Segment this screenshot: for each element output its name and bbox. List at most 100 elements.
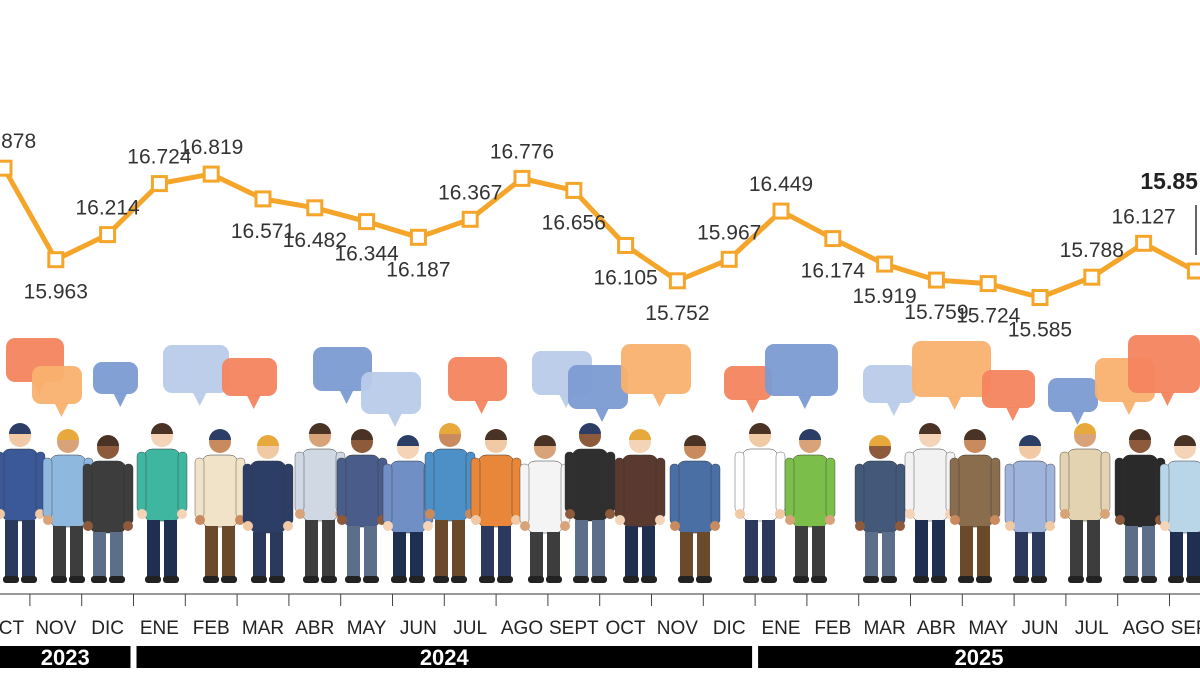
data-label: 16.724 xyxy=(127,146,192,169)
x-tick-label: MAY xyxy=(968,618,1008,639)
x-tick-label: ABR xyxy=(917,618,956,639)
x-tick-label: SEPT xyxy=(1171,618,1200,639)
data-point-marker xyxy=(1031,289,1049,306)
worker-figure xyxy=(614,429,666,583)
data-label: 16.878 xyxy=(0,130,36,153)
speech-bubble xyxy=(912,341,991,410)
worker-figure xyxy=(904,423,956,583)
worker-figure xyxy=(854,435,906,583)
speech-bubble xyxy=(163,345,229,406)
x-tick-label: MAR xyxy=(242,618,284,639)
data-point-marker xyxy=(513,169,531,187)
x-tick-label: OCT xyxy=(0,618,24,639)
year-label: 2025 xyxy=(955,645,1004,670)
data-label: 16.656 xyxy=(542,211,606,234)
x-tick-label: JUL xyxy=(1075,618,1109,639)
speech-bubble xyxy=(448,357,507,414)
x-tick-label: JUL xyxy=(453,618,487,639)
data-point-marker xyxy=(565,181,583,199)
speech-bubble xyxy=(32,366,82,417)
speech-bubble xyxy=(621,344,691,407)
x-tick-label: FEB xyxy=(193,618,230,639)
year-label: 2024 xyxy=(420,645,470,670)
workers-illustration xyxy=(0,423,1200,583)
data-label: 16.571 xyxy=(231,220,295,243)
data-point-marker xyxy=(979,275,997,293)
data-point-marker xyxy=(99,226,117,244)
speech-bubble xyxy=(361,372,421,427)
data-point-marker xyxy=(1135,234,1153,252)
speech-bubble xyxy=(93,362,138,407)
data-point-marker xyxy=(358,213,376,231)
x-tick-label: FEB xyxy=(814,618,851,639)
data-label: 15.963 xyxy=(24,281,88,304)
speech-bubble xyxy=(1048,378,1098,425)
data-label: 15.967 xyxy=(697,221,761,244)
data-label: 16.449 xyxy=(749,173,813,196)
worker-figure xyxy=(336,429,388,583)
speech-bubble xyxy=(1128,335,1200,406)
x-tick-label: ENE xyxy=(140,618,179,639)
worker-figure xyxy=(1114,429,1166,583)
data-label: 16.174 xyxy=(801,260,866,283)
data-point-marker xyxy=(720,250,738,268)
data-label: 15.724 xyxy=(956,305,1021,328)
data-point-marker xyxy=(876,255,894,273)
data-point-marker xyxy=(306,199,324,217)
x-tick-label: AGO xyxy=(501,618,543,639)
x-tick-label: JUN xyxy=(1022,618,1059,639)
series-line-layer xyxy=(0,159,1200,306)
data-point-marker xyxy=(824,230,842,248)
data-point-marker xyxy=(772,202,790,220)
data-label: 16.819 xyxy=(179,136,243,159)
speech-bubble xyxy=(313,347,372,404)
x-tick-label: OCT xyxy=(606,618,647,639)
data-point-marker xyxy=(1186,262,1200,280)
x-tick-label: ABR xyxy=(295,618,334,639)
data-labels-layer: 16.87815.96316.21416.72416.81916.57116.4… xyxy=(0,130,1198,341)
x-tick-label: AGO xyxy=(1122,618,1164,639)
data-point-marker xyxy=(202,165,220,183)
x-tick-label: MAY xyxy=(347,618,387,639)
x-tick-label: ENE xyxy=(761,618,800,639)
worker-figure xyxy=(949,429,1001,583)
speech-bubble xyxy=(724,366,772,413)
worker-figure xyxy=(734,423,786,583)
year-bar xyxy=(0,646,131,668)
data-point-marker xyxy=(254,190,272,208)
speech-bubble xyxy=(765,344,838,409)
x-tick-label: SEPT xyxy=(549,618,599,639)
data-label: 16.482 xyxy=(283,229,347,252)
speech-bubbles-decoration xyxy=(6,335,1200,427)
x-tick-label: NOV xyxy=(657,618,699,639)
speech-bubble xyxy=(222,358,277,409)
data-point-marker xyxy=(1083,268,1101,286)
speech-bubble xyxy=(982,370,1035,421)
worker-figure xyxy=(470,429,522,583)
data-label: 16.367 xyxy=(438,181,502,204)
data-label: 16.187 xyxy=(386,258,450,281)
data-point-marker xyxy=(0,159,13,177)
data-point-marker xyxy=(461,210,479,228)
data-label: 15.759 xyxy=(904,301,968,324)
worker-figure xyxy=(424,423,476,583)
data-point-marker xyxy=(617,237,635,254)
data-label: 15.85 xyxy=(1140,168,1198,194)
worker-figure xyxy=(82,435,134,583)
data-label: 15.752 xyxy=(645,302,709,325)
data-label: 16.776 xyxy=(490,140,554,163)
x-tick-label: MAR xyxy=(863,618,905,639)
data-label: 15.788 xyxy=(1060,239,1124,262)
worker-figure xyxy=(1004,435,1056,583)
data-label: 16.214 xyxy=(75,197,140,220)
worker-figure xyxy=(669,435,721,583)
speech-bubble xyxy=(863,365,916,416)
data-point-marker xyxy=(150,175,168,193)
data-point-marker xyxy=(668,272,686,290)
x-tick-label: NOV xyxy=(35,618,77,639)
worker-figure xyxy=(564,423,616,583)
data-label: 15.919 xyxy=(852,285,916,308)
year-label: 2023 xyxy=(41,645,90,670)
speech-bubble xyxy=(568,365,628,422)
